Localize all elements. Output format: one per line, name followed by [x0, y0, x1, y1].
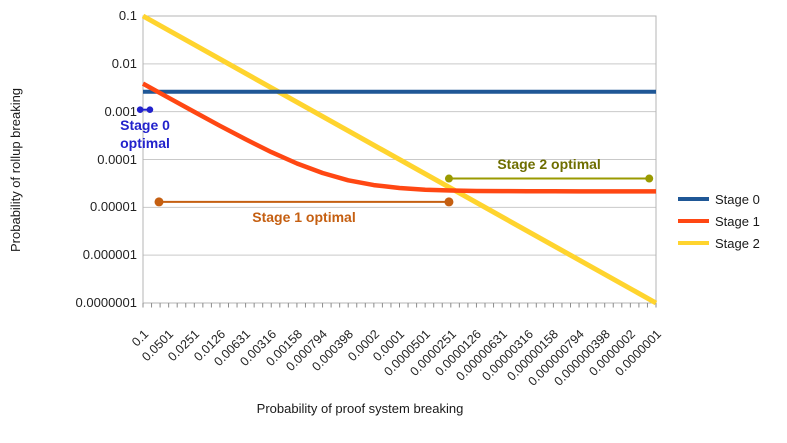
y-tick-label: 0.001	[104, 103, 137, 119]
legend-label: Stage 2	[715, 235, 760, 251]
y-tick-label: 0.1	[118, 8, 137, 23]
y-tick-label: 0.01	[111, 55, 137, 71]
y-tick-label: 0.000001	[82, 247, 137, 263]
y-tick-label: 0.00001	[90, 199, 137, 215]
annotation-dot-stage-2-optimal	[444, 174, 453, 183]
annotation-dot-stage-0-optimal	[146, 106, 154, 113]
series-line-stage-1	[141, 81, 656, 194]
x-axis-title: Probability of proof system breaking	[256, 401, 464, 416]
annotation-label-stage-1-optimal: Stage 1 optimal	[252, 208, 356, 225]
legend-swatch-stage-2	[678, 241, 709, 245]
annotation-label-stage-2-optimal: Stage 2 optimal	[497, 155, 601, 172]
legend-item-stage-0: Stage 0	[678, 188, 760, 210]
legend: Stage 0 Stage 1 Stage 2	[678, 188, 760, 254]
legend-item-stage-1: Stage 1	[678, 210, 760, 232]
y-tick-label: 0.0001	[97, 151, 137, 167]
legend-label: Stage 0	[715, 191, 760, 207]
annotation-dot-stage-0-optimal	[136, 106, 144, 113]
legend-item-stage-2: Stage 2	[678, 232, 760, 254]
annotation-dot-stage-2-optimal	[645, 174, 654, 183]
y-tick-label: 0.0000001	[75, 295, 137, 310]
annotation-label-stage-0-optimal: Stage 0 optimal	[120, 116, 170, 151]
annotation-dot-stage-1-optimal	[154, 197, 164, 207]
series-line-stage-2	[141, 13, 658, 306]
y-axis-title: Probability of rollup breaking	[8, 87, 23, 252]
legend-swatch-stage-1	[678, 219, 709, 223]
legend-swatch-stage-0	[678, 197, 709, 201]
legend-label: Stage 1	[715, 213, 760, 229]
annotation-dot-stage-1-optimal	[444, 197, 454, 207]
